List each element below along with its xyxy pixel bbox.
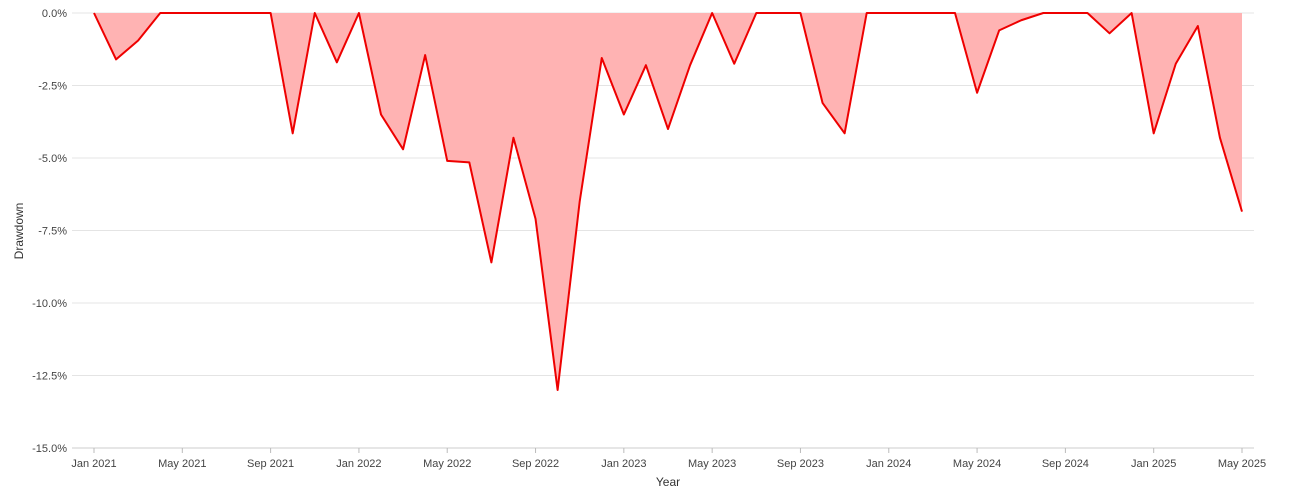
x-tick-label: Jan 2025 xyxy=(1131,458,1176,470)
y-tick-label: -7.5% xyxy=(38,226,67,238)
x-tick-label: May 2023 xyxy=(688,458,736,470)
x-tick-label: Sep 2024 xyxy=(1042,458,1089,470)
y-tick-label: -15.0% xyxy=(32,443,67,455)
x-tick-label: Jan 2023 xyxy=(601,458,646,470)
y-axis-title: Drawdown xyxy=(12,203,26,260)
y-axis-ticks: 0.0% -2.5% -5.0% -7.5% -10.0% -12.5% -15.0% xyxy=(32,8,67,455)
drawdown-line xyxy=(93,12,1243,391)
x-tick-label: Sep 2021 xyxy=(247,458,294,470)
x-tick-label: Jan 2024 xyxy=(866,458,911,470)
y-tick-label: 0.0% xyxy=(42,8,67,20)
x-tick-label: May 2025 xyxy=(1218,458,1266,470)
y-tick-label: -2.5% xyxy=(38,81,67,93)
x-tick-label: May 2024 xyxy=(953,458,1001,470)
y-tick-label: -10.0% xyxy=(32,298,67,310)
drawdown-area xyxy=(94,13,1242,390)
x-tick-label: Jan 2022 xyxy=(336,458,381,470)
x-tick-label: Sep 2022 xyxy=(512,458,559,470)
x-axis-ticks: Jan 2021 May 2021 Sep 2021 Jan 2022 May 2022… xyxy=(71,448,1266,470)
x-tick-label: May 2021 xyxy=(158,458,206,470)
y-tick-label: -5.0% xyxy=(38,153,67,165)
x-axis-title: Year xyxy=(656,475,680,489)
x-tick-label: May 2022 xyxy=(423,458,471,470)
y-tick-label: -12.5% xyxy=(32,371,67,383)
x-tick-label: Jan 2021 xyxy=(71,458,116,470)
x-tick-label: Sep 2023 xyxy=(777,458,824,470)
